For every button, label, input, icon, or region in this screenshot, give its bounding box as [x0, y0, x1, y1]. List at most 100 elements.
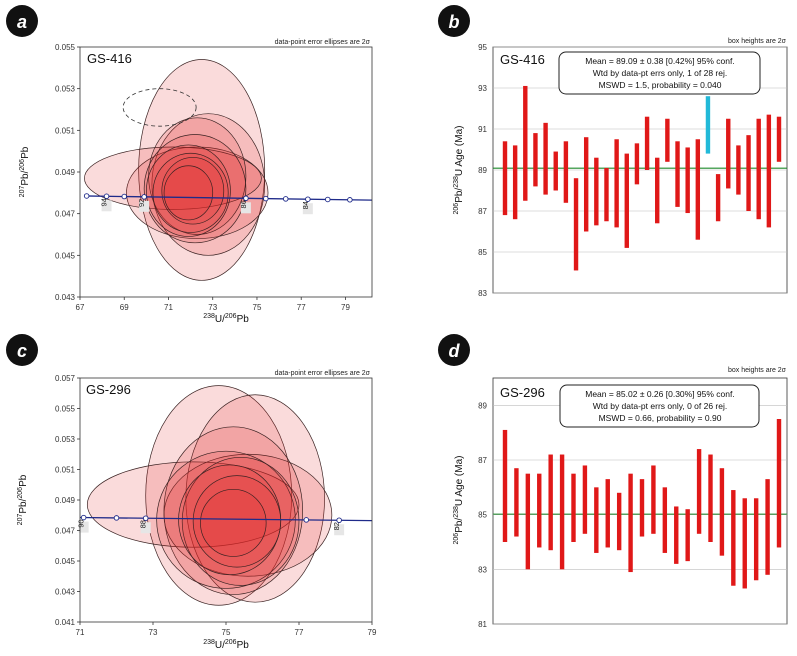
age-bar-pd-15 — [674, 506, 679, 564]
box-note-d: box heights are 2σ — [728, 367, 787, 374]
age-label-pc-0: 90 — [77, 519, 86, 527]
x-tick-label-pa-6: 79 — [341, 303, 350, 312]
concordia-curve-pa — [84, 195, 373, 201]
age-bar-pb-3 — [533, 133, 538, 187]
x-tick-label-pc-1: 73 — [149, 628, 158, 637]
age-label-pa-3: 92 — [137, 199, 146, 207]
y-tick-label-pb-1: 85 — [478, 248, 487, 257]
age-label-bg-pc-4 — [334, 524, 345, 536]
y-axis-label-b: 206Pb/238U Age (Ma) — [453, 126, 465, 215]
y-tick-label-pa-0: 0.043 — [55, 293, 76, 302]
age-bar-pb-17 — [675, 141, 680, 207]
error-ellipse-pc-0 — [145, 385, 293, 606]
age-label-bg-pa-3 — [139, 200, 150, 212]
age-bar-pb-12 — [624, 153, 629, 248]
y-tick-label-pd-0: 81 — [478, 620, 487, 629]
age-label-bg-pa-1 — [101, 200, 112, 212]
age-bar-pb-9 — [594, 157, 599, 226]
age-bar-pb-22 — [726, 118, 731, 189]
y-tick-label-pa-3: 0.049 — [55, 168, 76, 177]
age-bar-pd-5 — [559, 454, 565, 570]
age-bar-pb-26 — [766, 114, 772, 228]
y-tick-label-pc-2: 0.045 — [55, 557, 76, 566]
panel-b: b box heights are 2σ GS-416 Mean = 89.09… — [438, 5, 788, 298]
concordia-a: 94 92 86 84 — [83, 193, 373, 215]
x-tick-label-pa-3: 73 — [208, 303, 217, 312]
age-bar-pd-12 — [639, 479, 645, 537]
age-label-pa-1: 94 — [100, 198, 109, 206]
stats-weight-d: Wtd by data-pt errs only, 0 of 26 rej. — [593, 401, 728, 411]
panel-d: d box heights are 2σ GS-296 Mean = 85.02… — [438, 334, 788, 629]
age-label-pa-4: 86 — [239, 200, 248, 208]
error-ellipse-pc-4 — [163, 426, 304, 595]
age-bar-pd-6 — [571, 473, 576, 542]
age-marker-pa-3 — [141, 194, 147, 200]
age-bar-pd-11 — [628, 473, 633, 573]
age-bar-pd-22 — [753, 498, 759, 581]
age-marker-pc-1 — [113, 515, 120, 521]
age-label-bg-pa-7 — [302, 203, 313, 215]
age-bar-pb-15 — [655, 157, 660, 224]
panel-label-a: a — [17, 12, 27, 32]
age-marker-pa-1 — [103, 193, 110, 200]
stats-box-d — [559, 384, 760, 428]
error-ellipse-pa-9 — [163, 165, 214, 221]
age-marker-pa-4 — [243, 195, 249, 202]
stats-mean-b: Mean = 89.09 ± 0.38 [0.42%] 95% conf. — [585, 56, 735, 66]
age-marker-pa-7 — [305, 196, 311, 202]
panel-label-c: c — [17, 341, 27, 361]
age-bar-pb-4 — [543, 122, 548, 195]
panel-a: a data-point error ellipses are 2σ 94 92 8… — [6, 5, 373, 325]
age-bar-pd-2 — [525, 473, 531, 570]
age-bar-pd-9 — [605, 479, 610, 548]
age-bar-pd-19 — [719, 468, 725, 556]
age-bar-pb-21 — [715, 174, 721, 222]
sample-title-b: GS-416 — [500, 52, 545, 67]
age-bar-pb-24 — [746, 135, 751, 211]
age-bar-pb-25 — [756, 118, 761, 220]
title-box-a — [82, 49, 142, 67]
x-tick-label-pc-3: 77 — [295, 628, 304, 637]
stats-mswd-b: MSWD = 1.5, probability = 0.040 — [599, 80, 722, 90]
y-tick-label-pa-2: 0.047 — [55, 210, 76, 219]
age-bar-pd-7 — [582, 465, 588, 534]
x-tick-label-pc-4: 79 — [368, 628, 377, 637]
age-bar-pd-23 — [765, 479, 770, 575]
y-axis-label-d: 206Pb/238U Age (Ma) — [453, 456, 465, 545]
y-tick-label-pc-0: 0.041 — [55, 618, 76, 627]
age-bars-b — [502, 85, 782, 271]
age-marker-pc-4 — [336, 517, 342, 523]
box-note-b: box heights are 2σ — [728, 38, 787, 45]
age-marker-pc-3 — [303, 517, 310, 523]
age-bar-pb-11 — [614, 139, 619, 228]
age-marker-pc-0 — [80, 514, 87, 521]
age-bar-pd-20 — [731, 490, 736, 586]
age-bar-pd-18 — [708, 454, 713, 542]
y-tick-label-pc-1: 0.043 — [55, 588, 76, 597]
y-tick-label-pb-3: 89 — [478, 166, 487, 175]
sample-title-a: GS-416 — [87, 51, 132, 66]
axis-ticks-d: 81 83 85 87 89 — [478, 401, 487, 629]
age-bar-pb-19 — [695, 139, 701, 240]
age-marker-pa-6 — [282, 196, 289, 202]
panel-c: c data-point error ellipses are 2σ 90 88 8… — [6, 334, 377, 651]
age-label-pa-7: 84 — [301, 201, 310, 209]
age-bar-pb-23 — [736, 145, 741, 195]
age-bar-pb-20 — [705, 96, 711, 154]
age-bar-pd-14 — [662, 487, 668, 553]
panel-label-b: b — [449, 12, 460, 32]
y-tick-label-pc-3: 0.047 — [55, 527, 76, 536]
y-tick-label-pa-1: 0.045 — [55, 251, 76, 260]
x-tick-label-pa-2: 71 — [164, 303, 173, 312]
y-tick-label-pd-1: 83 — [478, 565, 487, 574]
sample-title-d: GS-296 — [500, 385, 545, 400]
title-box-c — [82, 380, 140, 398]
sample-title-c: GS-296 — [86, 382, 131, 397]
error-ellipses-c — [86, 385, 333, 606]
age-bar-pb-7 — [573, 178, 579, 271]
x-tick-label-pa-1: 69 — [120, 303, 129, 312]
x-axis-label-c: 238U/206Pb — [203, 639, 249, 651]
age-bar-pd-16 — [685, 509, 690, 562]
y-tick-label-pd-2: 85 — [478, 511, 487, 520]
